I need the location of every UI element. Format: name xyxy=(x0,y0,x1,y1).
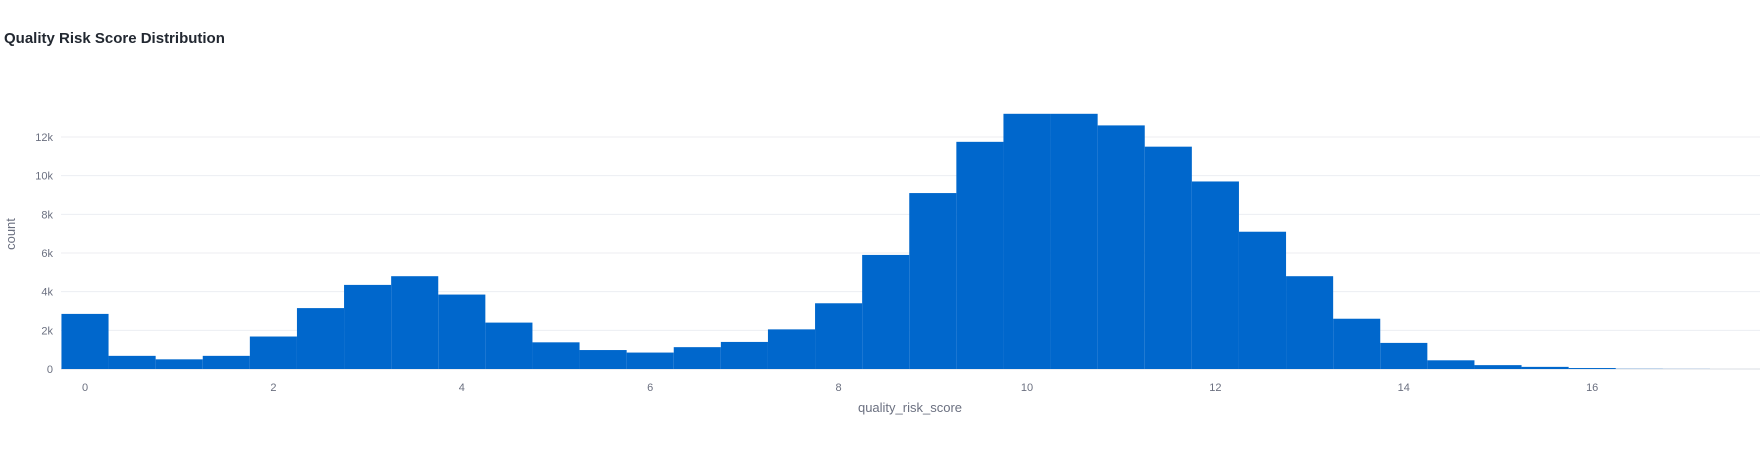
x-tick-label: 2 xyxy=(270,382,276,394)
x-tick-label: 12 xyxy=(1209,382,1221,394)
histogram-bar xyxy=(956,141,1004,369)
x-axis-label: quality_risk_score xyxy=(858,400,962,415)
histogram-bar xyxy=(1380,342,1428,369)
histogram-bar xyxy=(626,352,674,369)
histogram-bar xyxy=(1191,181,1239,369)
y-tick-label: 8k xyxy=(41,209,53,221)
histogram-bar xyxy=(815,303,863,369)
y-tick-label: 4k xyxy=(41,287,53,299)
y-tick-label: 0 xyxy=(47,364,53,376)
histogram-bar xyxy=(1474,365,1522,369)
chart-title: Quality Risk Score Distribution xyxy=(4,30,225,47)
y-axis-label: count xyxy=(3,218,18,250)
histogram-bar xyxy=(767,329,816,369)
y-axis-ticks: 0 2k 4k 6k 8k 10k 12k xyxy=(35,132,53,376)
histogram-bar xyxy=(296,308,345,369)
histogram-bar xyxy=(1144,146,1192,369)
histogram-bar xyxy=(720,341,768,369)
histogram-bar xyxy=(155,359,203,369)
y-tick-label: 2k xyxy=(41,325,53,337)
histogram-bar xyxy=(344,284,392,369)
histogram-bar xyxy=(909,193,957,369)
x-tick-label: 4 xyxy=(459,382,465,394)
x-tick-label: 14 xyxy=(1398,382,1410,394)
histogram-bar xyxy=(862,254,910,369)
histogram-bar xyxy=(108,355,156,369)
x-tick-label: 16 xyxy=(1586,382,1598,394)
histogram-bar xyxy=(1097,125,1145,370)
histogram-bar xyxy=(532,342,580,369)
x-tick-label: 10 xyxy=(1021,382,1033,394)
y-tick-label: 6k xyxy=(41,248,53,260)
x-axis-ticks: 0 2 4 6 8 10 12 14 16 xyxy=(82,382,1598,394)
histogram-bar xyxy=(1568,368,1616,369)
histogram-bar xyxy=(1003,113,1051,369)
histogram-bar xyxy=(202,355,250,369)
histogram-bar xyxy=(1427,360,1475,369)
histogram-bar xyxy=(1050,113,1098,369)
histogram-bar xyxy=(1333,318,1381,369)
y-tick-label: 12k xyxy=(35,132,53,144)
y-tick-label: 10k xyxy=(35,171,53,183)
histogram-bar xyxy=(391,276,439,369)
histogram-bar xyxy=(485,322,533,369)
x-tick-label: 0 xyxy=(82,382,88,394)
histogram-bar xyxy=(61,313,109,369)
histogram-bar xyxy=(1238,231,1287,369)
x-tick-label: 6 xyxy=(647,382,653,394)
histogram-bar xyxy=(673,347,721,369)
histogram-bar xyxy=(579,350,627,369)
histogram-bar xyxy=(1521,366,1569,369)
histogram-bar xyxy=(249,336,297,369)
histogram-bars xyxy=(61,113,1710,370)
histogram-bar xyxy=(438,294,486,369)
x-tick-label: 8 xyxy=(836,382,842,394)
histogram-bar xyxy=(1286,276,1334,369)
